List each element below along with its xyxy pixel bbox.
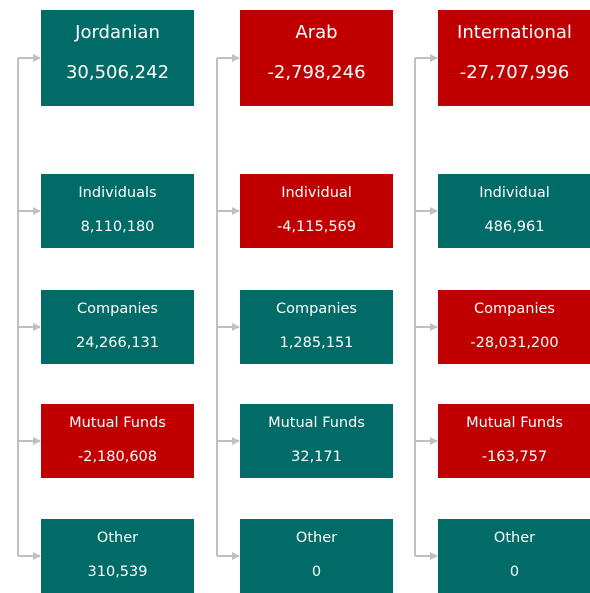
- category-box-label: Individual: [281, 185, 352, 201]
- group-box: Jordanian 30,506,242: [41, 10, 194, 106]
- category-box-value: 24,266,131: [75, 335, 160, 351]
- category-box-label: Other: [96, 530, 139, 546]
- category-box-value: -28,031,200: [470, 335, 559, 351]
- category-box: Mutual Funds -2,180,608: [41, 404, 194, 478]
- category-box-value: 310,539: [87, 564, 148, 580]
- category-box-value: -2,180,608: [77, 449, 158, 465]
- category-box: Individual 486,961: [438, 174, 590, 248]
- category-box: Companies 24,266,131: [41, 290, 194, 364]
- category-box: Individuals 8,110,180: [41, 174, 194, 248]
- category-box-label: Mutual Funds: [466, 415, 563, 431]
- group-box-label: International: [457, 22, 572, 43]
- group-box: International -27,707,996: [438, 10, 590, 106]
- category-box-label: Mutual Funds: [268, 415, 365, 431]
- category-box: Companies 1,285,151: [240, 290, 393, 364]
- group-box-label: Arab: [295, 22, 338, 43]
- category-box-label: Companies: [77, 301, 158, 317]
- category-box-label: Other: [493, 530, 536, 546]
- category-box: Other 0: [438, 519, 590, 593]
- group-box: Arab -2,798,246: [240, 10, 393, 106]
- category-box: Other 310,539: [41, 519, 194, 593]
- category-box-value: 0: [311, 564, 322, 580]
- group-box-value: -27,707,996: [459, 62, 570, 83]
- category-box-label: Individuals: [78, 185, 157, 201]
- category-box: Mutual Funds -163,757: [438, 404, 590, 478]
- category-box-value: 1,285,151: [279, 335, 354, 351]
- category-box-label: Mutual Funds: [69, 415, 166, 431]
- category-box-value: 486,961: [484, 219, 545, 235]
- category-box: Other 0: [240, 519, 393, 593]
- category-box-label: Companies: [276, 301, 357, 317]
- category-box: Mutual Funds 32,171: [240, 404, 393, 478]
- category-box-value: -4,115,569: [276, 219, 357, 235]
- category-box-value: 0: [509, 564, 520, 580]
- category-box-value: 8,110,180: [80, 219, 155, 235]
- category-box-label: Companies: [474, 301, 555, 317]
- category-box-label: Individual: [479, 185, 550, 201]
- category-box: Individual -4,115,569: [240, 174, 393, 248]
- category-box-value: 32,171: [291, 449, 342, 465]
- category-box: Companies -28,031,200: [438, 290, 590, 364]
- group-box-value: -2,798,246: [267, 62, 366, 83]
- group-box-value: 30,506,242: [65, 62, 170, 83]
- category-box-value: -163,757: [481, 449, 548, 465]
- category-box-label: Other: [295, 530, 338, 546]
- group-box-label: Jordanian: [75, 22, 160, 43]
